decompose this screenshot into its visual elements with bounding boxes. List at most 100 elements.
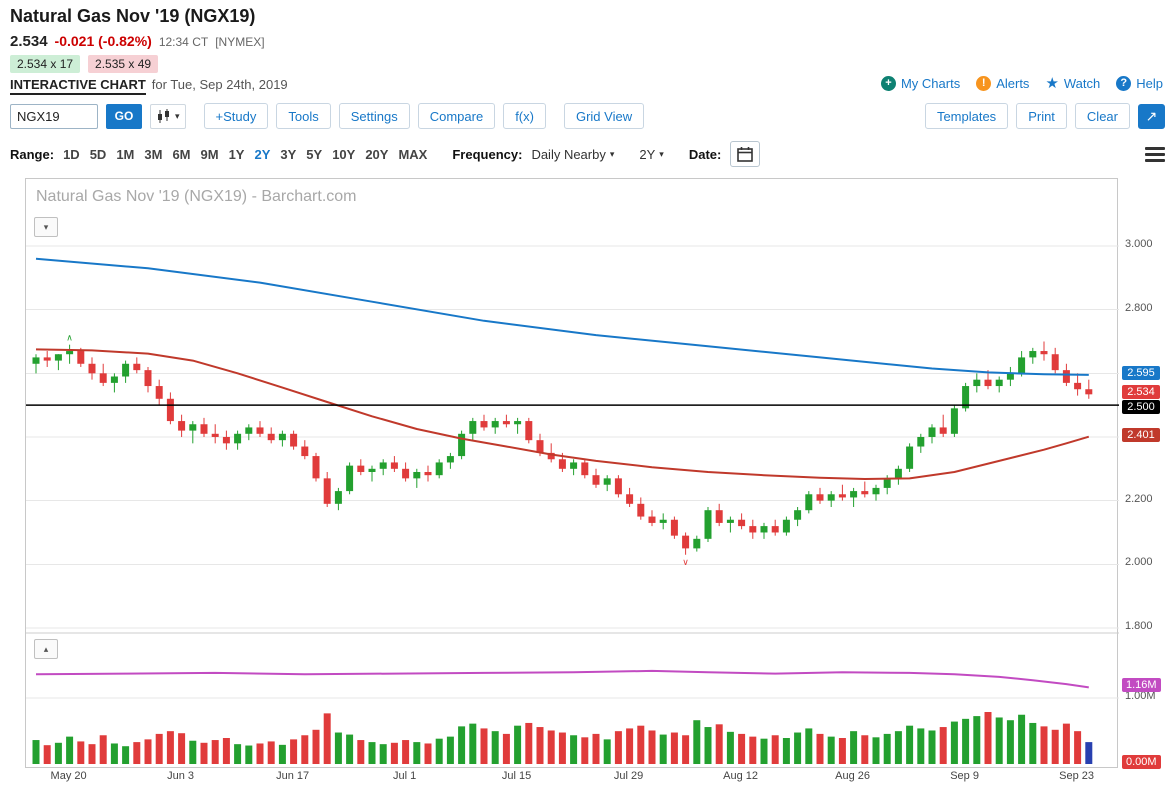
watch-label: Watch (1063, 76, 1101, 91)
x-axis-label: Jul 1 (392, 770, 417, 782)
page-title: Natural Gas Nov '19 (NGX19) (10, 6, 256, 26)
frequency-select[interactable]: Daily Nearby ▾ (531, 147, 614, 162)
price-chart: ∧∨ (26, 245, 1119, 764)
range-max[interactable]: MAX (398, 146, 428, 162)
open-interest-badge: 1.16M (1122, 678, 1161, 693)
fx-button[interactable]: f(x) (503, 103, 546, 129)
x-axis-label: Jul 29 (613, 770, 644, 782)
question-icon: ? (1116, 76, 1132, 91)
my-charts-link[interactable]: + My Charts (880, 76, 960, 91)
main-panel-collapse-button[interactable]: ▾ (34, 217, 58, 237)
y-axis-label: 3.000 (1125, 238, 1153, 250)
bid-ask-row: 2.534 x 17 2.535 x 49 (10, 55, 159, 73)
chevron-up-icon: ▴ (43, 644, 49, 654)
long-moving-average-badge: 2.595 (1122, 365, 1160, 380)
tools-button[interactable]: Tools (276, 103, 331, 129)
chart-canvas[interactable]: ∧ ∨ Natural Gas Nov '19 (NGX19) - Barchar… (25, 178, 1119, 768)
period-select[interactable]: 2Y ▾ (639, 147, 663, 162)
bid-quote: 2.534 x 17 (10, 55, 81, 73)
grid-view-button[interactable]: Grid View (563, 103, 645, 129)
watch-link[interactable]: ★ Watch (1045, 76, 1100, 91)
y-axis-label: 1.00M (1125, 690, 1156, 702)
x-axis-label: Sep 23 (1059, 770, 1095, 782)
star-icon: ★ (1045, 75, 1059, 92)
compare-button[interactable]: Compare (417, 103, 496, 129)
range-5y[interactable]: 5Y (306, 146, 323, 162)
range-bar: Range: 1D 5D 1M 3M 6M 9M 1Y 2Y 3Y 5Y 10Y 20Y MAX Fre… (10, 141, 1165, 167)
x-axis-label: Aug 12 (723, 770, 759, 782)
quote-row: 2.534 -0.021 (-0.82%) 12:34 CT [NYMEX] (10, 33, 265, 50)
range-1d[interactable]: 1D (63, 146, 80, 162)
chevron-down-icon: ▾ (659, 148, 664, 159)
y-axis-label: 2.200 (1125, 492, 1153, 505)
x-axis-label: Aug 26 (835, 770, 871, 782)
candlestick-icon (158, 108, 169, 123)
symbol-input[interactable] (10, 103, 98, 129)
chevron-down-icon: ▾ (609, 148, 615, 159)
range-1y[interactable]: 1Y (228, 146, 245, 162)
frequency-value: Daily Nearby (531, 146, 606, 162)
help-label: Help (1136, 76, 1163, 91)
period-value: 2Y (639, 146, 656, 162)
toolbar-right-group: Templates Print Clear ↗ (924, 103, 1165, 129)
date-label: Date: (688, 146, 722, 162)
x-axis-label: Jun 17 (276, 770, 310, 782)
alerts-link[interactable]: ! Alerts (976, 76, 1029, 91)
range-5d[interactable]: 5D (89, 146, 107, 162)
price-axis: 3.000 2.800 2.200 2.000 1.800 1.00M 2.595 2.534… (1122, 178, 1175, 787)
range-10y[interactable]: 10Y (332, 146, 356, 162)
range-1m[interactable]: 1M (116, 146, 135, 162)
chart-toolbar: GO ▾ +Study Tools Settings Compare f(x) … (10, 103, 1165, 129)
short-moving-average-badge: 2.401 (1122, 427, 1160, 442)
chart-type-button[interactable]: ▾ (150, 103, 186, 129)
last-price: 2.534 (10, 33, 48, 50)
chevron-down-icon: ▾ (175, 110, 180, 121)
exchange-label: [NYMEX] (215, 35, 265, 49)
plus-circle-icon: + (880, 76, 896, 91)
svg-text:∧: ∧ (66, 333, 73, 343)
y-axis-label: 2.800 (1125, 301, 1153, 314)
lower-panel-collapse-button[interactable]: ▴ (34, 639, 58, 659)
header-links: + My Charts ! Alerts ★ Watch ? Help (880, 76, 1163, 91)
range-3m[interactable]: 3M (144, 146, 163, 162)
fullscreen-button[interactable]: ↗ (1138, 103, 1165, 129)
x-axis-label: Jun 3 (167, 770, 195, 782)
chart-watermark: Natural Gas Nov '19 (NGX19) - Barchart.c… (36, 188, 357, 205)
page-heading: INTERACTIVE CHART for Tue, Sep 24th, 201… (10, 77, 288, 95)
calendar-icon (737, 146, 754, 162)
y-axis-label: 1.800 (1125, 619, 1153, 632)
svg-text:∨: ∨ (682, 557, 689, 567)
interactive-chart-label: INTERACTIVE CHART (10, 77, 146, 95)
range-6m[interactable]: 6M (172, 146, 191, 162)
ask-quote: 2.535 x 49 (88, 55, 159, 73)
chart-area: ∧ ∨ Natural Gas Nov '19 (NGX19) - Barchar… (0, 178, 1175, 787)
templates-button[interactable]: Templates (924, 103, 1009, 129)
horizontal-line-badge: 2.500 (1122, 400, 1160, 415)
go-button[interactable]: GO (106, 103, 142, 129)
price-change: -0.021 (-0.82%) (54, 33, 152, 49)
print-button[interactable]: Print (1016, 103, 1067, 129)
menu-icon[interactable] (1145, 146, 1165, 162)
last-price-badge: 2.534 (1122, 385, 1160, 400)
chevron-down-icon: ▾ (43, 222, 49, 232)
date-picker-button[interactable] (730, 141, 761, 167)
range-label: Range: (10, 146, 55, 162)
y-axis-label: 2.000 (1125, 556, 1153, 569)
clear-button[interactable]: Clear (1074, 103, 1130, 129)
x-axis-label: Jul 15 (501, 770, 532, 782)
quote-timestamp: 12:34 CT (158, 35, 209, 49)
alert-icon: ! (976, 76, 992, 91)
range-9m[interactable]: 9M (200, 146, 219, 162)
x-axis-label: Sep 9 (950, 770, 979, 782)
chart-session-date: for Tue, Sep 24th, 2019 (151, 77, 288, 92)
expand-arrow-icon: ↗ (1145, 107, 1158, 124)
range-3y[interactable]: 3Y (280, 146, 297, 162)
alerts-label: Alerts (996, 76, 1030, 91)
x-axis-label: May 20 (50, 770, 87, 782)
date-axis: May 20 Jun 3 Jun 17 Jul 1 Jul 15 Jul 29 Aug 12… (0, 770, 1175, 786)
settings-button[interactable]: Settings (338, 103, 410, 129)
range-20y[interactable]: 20Y (365, 146, 389, 162)
help-link[interactable]: ? Help (1116, 76, 1163, 91)
add-study-button[interactable]: +Study (203, 103, 269, 129)
range-2y[interactable]: 2Y (254, 146, 271, 162)
